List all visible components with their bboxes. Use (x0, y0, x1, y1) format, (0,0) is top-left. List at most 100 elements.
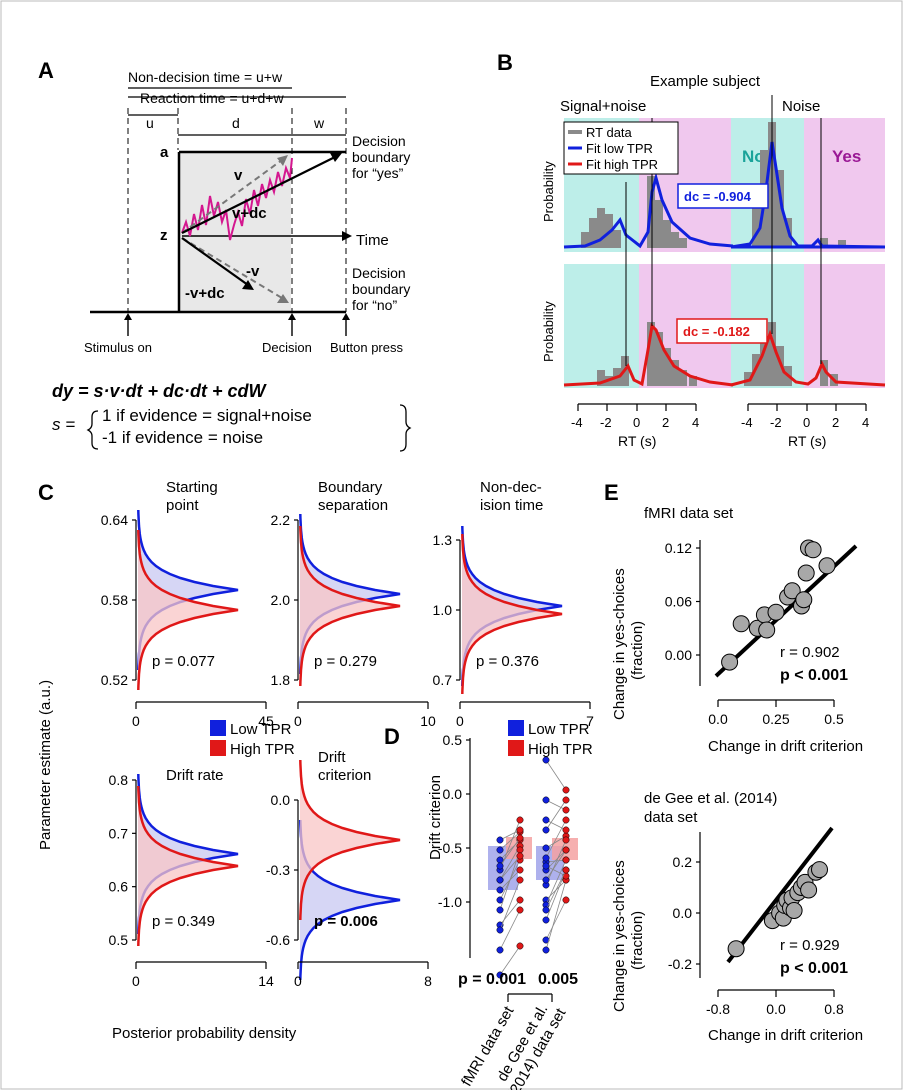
plot-title: criterion (318, 767, 371, 784)
plot-title: Non-dec- (480, 479, 542, 496)
hist-bar (613, 230, 621, 248)
low-tpr-point (496, 906, 504, 914)
high-tpr-point (516, 906, 524, 914)
neg-v-dc-label: -v+dc (185, 285, 225, 302)
pair-connector (545, 879, 567, 951)
pair-connector (545, 799, 567, 831)
v-arrow (181, 159, 283, 234)
c-xlabel: Posterior probability density (112, 1025, 297, 1042)
x-axis-label: RT (s) (618, 433, 656, 449)
low-tpr-point (542, 826, 550, 834)
y-tick-label: 0.58 (101, 592, 128, 608)
scatter-point (727, 940, 745, 958)
pair-connector (545, 819, 567, 859)
fit-high-tpr-signal (563, 322, 734, 387)
scatter-point (811, 861, 828, 879)
high-tpr-fill (138, 530, 238, 690)
d-yticks: 0.5 0.0 -0.5 -1.0 (438, 732, 470, 910)
panel-label-b: B (497, 50, 513, 75)
y-tick-label: 0.2 (673, 854, 693, 870)
x-tick-label: 0 (132, 713, 140, 729)
y-tick-label: 0.5 (109, 932, 129, 948)
x-tick-label: 0 (294, 973, 302, 989)
high-tpr-point (562, 846, 570, 854)
x-tick-label: 0.8 (824, 1001, 844, 1017)
hist-bar (752, 200, 760, 248)
x-tick-label: 0 (132, 973, 140, 989)
e-bot-ylabel-2: (fraction) (629, 911, 646, 970)
x-tick-label: 14 (258, 973, 274, 989)
button-arrowhead (342, 313, 350, 320)
pair-connector (499, 831, 521, 851)
legend-low-swatch (210, 720, 226, 736)
c-ylabel: Parameter estimate (a.u.) (37, 680, 54, 850)
scatter-point (732, 615, 750, 633)
hist-bar (663, 220, 671, 248)
p-value: p = 0.349 (152, 913, 215, 930)
legend-fit-low: Fit low TPR (586, 141, 653, 156)
legend-high-label: High TPR (230, 741, 295, 758)
low-tpr-point (496, 836, 504, 844)
y-tick-label: 0.0 (673, 905, 693, 921)
neg-v-arrowhead (277, 294, 289, 303)
hist-bar (597, 208, 605, 248)
high-tpr-point (516, 942, 524, 950)
low-tpr-point (542, 756, 550, 764)
hist-bar (655, 200, 663, 248)
yes-boundary-line1: Decision (352, 133, 406, 149)
e-bot-p: p < 0.001 (780, 960, 848, 977)
scatter-point (804, 541, 822, 559)
pair-connector (499, 855, 521, 881)
hist-bar (647, 322, 655, 386)
legend-high-swatch (210, 740, 226, 756)
e-bot-r: r = 0.929 (780, 937, 840, 954)
p-value: p = 0.006 (314, 913, 378, 930)
y-tick-label: 0.12 (665, 540, 692, 556)
no-boundary-line1: Decision (352, 265, 406, 281)
high-tpr-point (516, 866, 524, 874)
low-tpr-point (542, 916, 550, 924)
y-tick-label: 0.8 (109, 772, 129, 788)
hist-bar (581, 232, 589, 248)
y-tick-label: 0.64 (101, 512, 128, 528)
scatter-point (818, 557, 836, 575)
y-tick-label: -1.0 (438, 894, 462, 910)
pair-connector (545, 865, 567, 877)
y-tick-label: 1.3 (433, 532, 453, 548)
ylabel-probability-top: Probability (541, 161, 556, 222)
no-boundary-line2: boundary (352, 281, 410, 297)
pair-connector (545, 759, 567, 791)
hist-bar (589, 218, 597, 248)
v-dc-label: v+dc (232, 205, 267, 222)
y-tick-label: 0.52 (101, 672, 128, 688)
high-tpr-fill (300, 526, 400, 686)
x-tick-label: 4 (692, 415, 699, 430)
low-tpr-point (496, 862, 504, 870)
low-tpr-fill (138, 510, 238, 670)
y-tick-label: 0.6 (109, 879, 129, 895)
high-tpr-fill (138, 786, 238, 946)
panel-e: E fMRI data set Change in yes-choices (f… (604, 480, 863, 1044)
pair-connector (545, 899, 567, 941)
d-legend-low: Low TPR (528, 721, 590, 738)
rt-axis-left: -4 -2 0 2 4 RT (s) (571, 403, 699, 449)
legend-box (563, 121, 679, 175)
w-label: w (313, 115, 325, 131)
hist-bar (671, 360, 679, 386)
neg-v-dc-arrowhead (242, 280, 254, 290)
y-tick-label: 0.00 (665, 647, 692, 663)
yes-boundary-line2: boundary (352, 149, 410, 165)
hist-bar (679, 370, 687, 386)
scatter-point (721, 653, 739, 671)
hist-bar (776, 170, 784, 248)
scatter-point (795, 591, 813, 609)
hist-bar (663, 348, 671, 386)
col-signal-noise: Signal+noise (560, 98, 646, 115)
pair-connector (545, 799, 567, 811)
y-tick-label: 1.0 (433, 602, 453, 618)
low-tpr-fill (300, 820, 400, 980)
